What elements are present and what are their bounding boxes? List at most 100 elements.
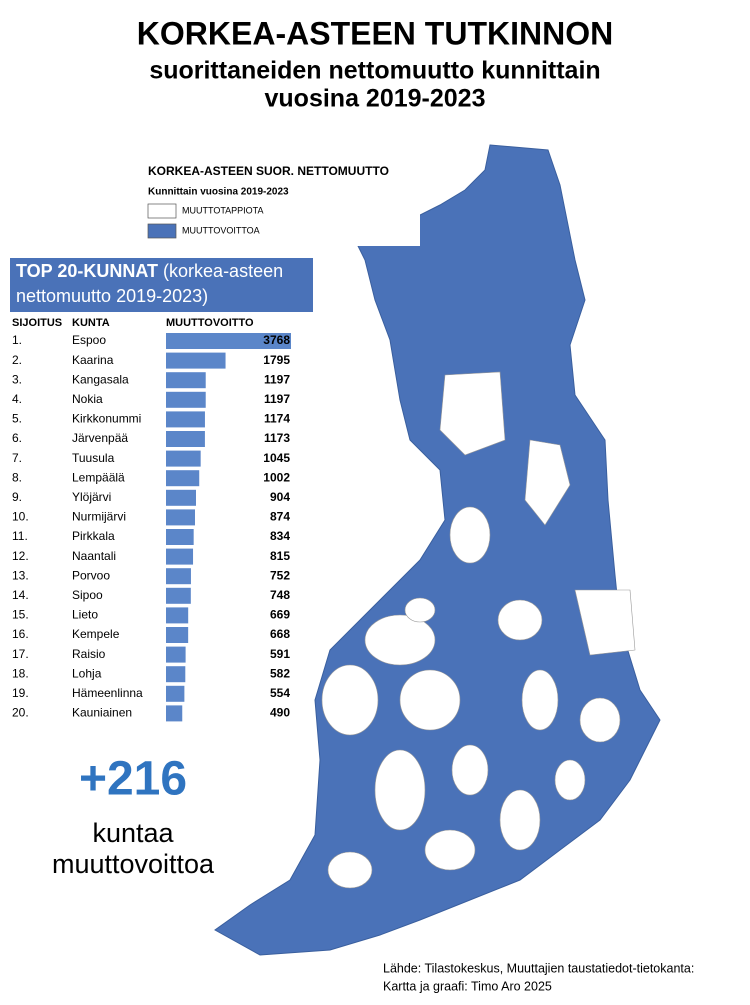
municipality: Ylöjärvi	[72, 490, 111, 504]
bar	[166, 431, 205, 447]
legend-title: KORKEA-ASTEEN SUOR. NETTOMUUTTO	[148, 164, 389, 178]
municipality: Kauniainen	[72, 706, 132, 720]
bar	[166, 391, 206, 408]
value: 554	[270, 686, 290, 700]
rank: 10.	[12, 510, 29, 524]
rank: 11.	[12, 529, 28, 543]
bar	[166, 509, 195, 526]
rank: 1.	[12, 333, 22, 347]
municipality: Kaarina	[72, 353, 114, 367]
rank: 17.	[12, 647, 29, 661]
rank: 3.	[12, 372, 22, 386]
stat-label: muuttovoittoa	[52, 849, 215, 879]
column-header: KUNTA	[72, 317, 110, 329]
municipality: Porvoo	[72, 568, 110, 582]
value: 1045	[263, 451, 290, 465]
value: 668	[270, 627, 290, 641]
value: 1173	[264, 431, 290, 445]
legend-label: MUUTTOVOITTOA	[182, 225, 260, 235]
table-title-rest: nettomuutto 2019-2023)	[16, 286, 208, 306]
municipality: Espoo	[72, 333, 106, 347]
rank: 14.	[12, 588, 29, 602]
bar	[166, 470, 200, 487]
rank: 6.	[12, 431, 22, 445]
rank: 5.	[12, 412, 22, 426]
municipality: Kirkkonummi	[72, 412, 141, 426]
rank: 15.	[12, 608, 29, 622]
subtitle: vuosina 2019-2023	[265, 85, 486, 113]
table-title-bold: TOP 20-KUNNAT	[16, 261, 158, 281]
source: Kartta ja graafi: Timo Aro 2025	[383, 979, 552, 993]
title: KORKEA-ASTEEN TUTKINNON	[137, 15, 613, 51]
bar	[166, 568, 191, 585]
bar	[166, 352, 226, 369]
bar	[166, 529, 194, 545]
municipality: Hämeenlinna	[72, 686, 143, 700]
municipality: Lieto	[72, 608, 98, 622]
municipality: Lempäälä	[72, 470, 125, 484]
municipality: Järvenpää	[72, 431, 128, 445]
municipality: Pirkkala	[72, 529, 115, 543]
legend-swatch	[147, 223, 177, 239]
value: 874	[270, 510, 290, 524]
value: 748	[270, 588, 290, 602]
stat-label: kuntaa	[92, 818, 174, 848]
table-title: TOP 20-KUNNAT (korkea-asteen	[16, 261, 283, 281]
rank: 12.	[12, 549, 29, 563]
bar	[166, 489, 196, 506]
value: 904	[270, 490, 290, 504]
value: 669	[270, 608, 290, 622]
municipality: Kangasala	[72, 372, 129, 386]
value: 1197	[264, 372, 290, 386]
rank: 9.	[12, 490, 22, 504]
value: 752	[270, 568, 290, 582]
rank: 19.	[12, 686, 29, 700]
bar	[166, 607, 189, 624]
value: 1002	[263, 470, 290, 484]
bar	[166, 587, 191, 604]
bar	[166, 627, 189, 643]
municipality: Lohja	[72, 666, 102, 680]
bar	[166, 685, 185, 702]
value: 1197	[264, 392, 290, 406]
value: 1174	[264, 412, 290, 426]
rank: 2.	[12, 353, 22, 367]
value: 3768	[263, 333, 290, 347]
bar	[166, 666, 186, 683]
bar	[166, 411, 205, 428]
bar	[166, 548, 194, 565]
bar	[166, 333, 291, 349]
legend-bg	[140, 158, 420, 246]
rank: 16.	[12, 627, 29, 641]
municipality: Sipoo	[72, 588, 103, 602]
legend-subtitle: Kunnittain vuosina 2019-2023	[148, 187, 289, 198]
municipality: Nokia	[72, 392, 103, 406]
column-header: SIJOITUS	[12, 317, 62, 329]
map	[214, 144, 661, 956]
source: Lähde: Tilastokeskus, Muuttajien taustat…	[383, 961, 694, 975]
municipality: Naantali	[72, 549, 116, 563]
bar	[166, 646, 186, 663]
value: 582	[270, 666, 290, 680]
value: 1795	[263, 353, 290, 367]
legend-swatch	[147, 203, 177, 219]
legend-label: MUUTTOTAPPIOTA	[182, 205, 264, 215]
bar	[166, 705, 183, 722]
bar	[166, 450, 201, 467]
rank: 18.	[12, 666, 29, 680]
value: 815	[270, 549, 290, 563]
bar	[166, 372, 206, 389]
rank: 20.	[12, 706, 29, 720]
municipality: Tuusula	[72, 451, 115, 465]
map-loss-areas	[321, 371, 636, 889]
rank: 4.	[12, 392, 22, 406]
table-title-bg	[10, 258, 313, 312]
value: 591	[270, 647, 290, 661]
subtitle: suorittaneiden nettomuutto kunnittain	[149, 57, 600, 85]
municipality: Nurmijärvi	[72, 510, 126, 524]
table-title-rest: (korkea-asteen	[163, 261, 283, 281]
municipality: Kempele	[72, 627, 120, 641]
rank: 13.	[12, 568, 29, 582]
rank: 8.	[12, 470, 22, 484]
